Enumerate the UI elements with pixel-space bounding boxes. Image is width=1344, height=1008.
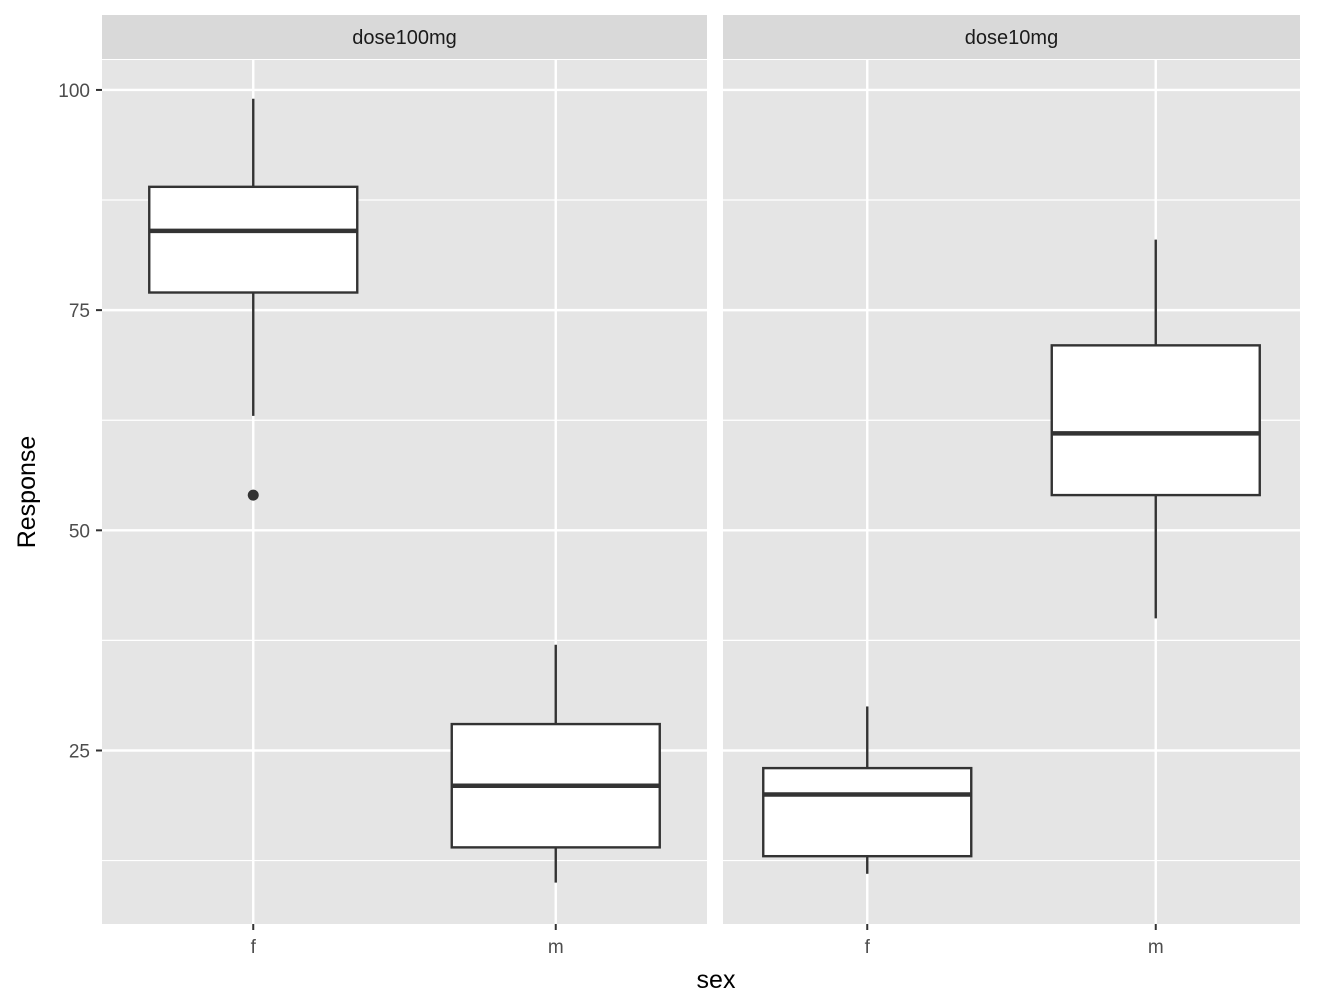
y-tick-label: 75	[69, 301, 90, 322]
box-iqr	[762, 766, 973, 858]
facet-strip-label: dose100mg	[352, 27, 457, 49]
y-tick-label: 25	[69, 741, 90, 762]
box-iqr	[148, 185, 359, 294]
facet-panel-dose10mg: dose10mg f m	[723, 15, 1300, 958]
outlier-point	[247, 489, 259, 501]
facet-panels: dose100mg f m dose10mg f m	[102, 15, 1300, 958]
y-tick-label: 50	[69, 521, 90, 542]
x-tick-label: f	[251, 937, 257, 958]
box-dose100mg-m	[450, 644, 661, 883]
x-axis-title: sex	[697, 966, 736, 994]
x-tick-label: f	[865, 937, 871, 958]
box-dose10mg-f	[762, 706, 973, 874]
y-axis-title: Response	[13, 436, 41, 549]
facet-panel-dose100mg: dose100mg f m	[102, 15, 707, 958]
facet-strip	[723, 15, 1300, 59]
y-axis: 25 50 75 100	[58, 81, 102, 762]
y-tick-label: 100	[58, 81, 90, 102]
facet-strip-label: dose10mg	[965, 27, 1058, 49]
facet-strip	[102, 15, 707, 59]
box-dose10mg-m	[1050, 239, 1261, 619]
box-iqr	[1050, 344, 1261, 497]
x-tick-label: m	[548, 937, 564, 958]
x-tick-label: m	[1148, 937, 1164, 958]
box-dose100mg-f	[148, 98, 359, 501]
